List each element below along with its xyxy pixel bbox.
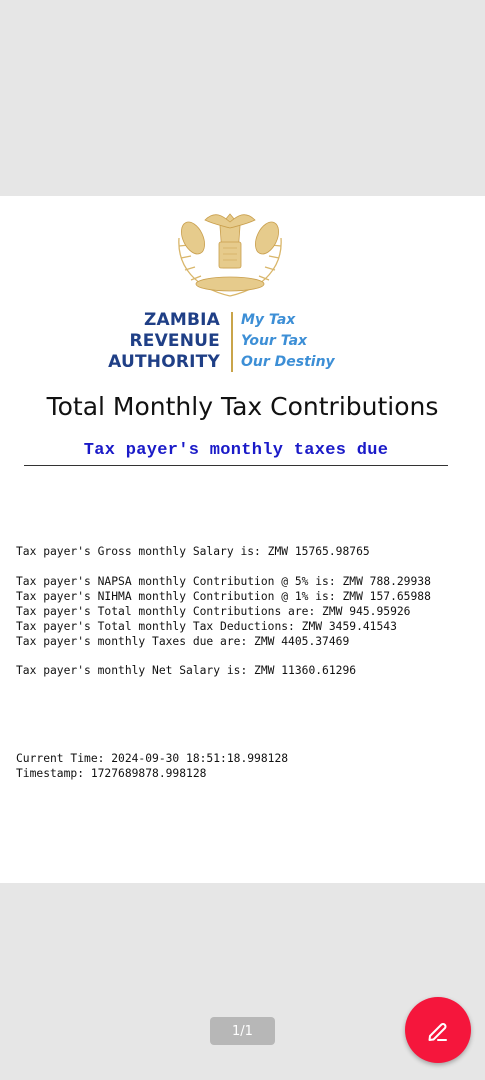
nihma-contribution-line: Tax payer's NIHMA monthly Contribution @… [16, 590, 431, 603]
logo-divider [231, 312, 233, 372]
document-title: Total Monthly Tax Contributions [46, 392, 439, 421]
net-salary-line: Tax payer's monthly Net Salary is: ZMW 1… [16, 664, 357, 677]
org-motto: My Tax Your Tax Our Destiny [241, 312, 335, 370]
gross-salary-line: Tax payer's Gross monthly Salary is: ZMW… [16, 545, 370, 558]
page-indicator: 1/1 [210, 1017, 275, 1045]
taxes-due-line: Tax payer's monthly Taxes due are: ZMW 4… [16, 635, 350, 648]
current-time-line: Current Time: 2024-09-30 18:51:18.998128 [16, 752, 289, 765]
coat-of-arms-emblem [178, 213, 282, 297]
document-page: ZAMBIA REVENUE AUTHORITY My Tax Your Tax… [0, 196, 485, 883]
edit-pen-icon [428, 1023, 447, 1041]
document-subtitle: Tax payer's monthly taxes due [83, 441, 389, 460]
subtitle-underline [24, 465, 448, 466]
org-name: ZAMBIA REVENUE AUTHORITY [108, 310, 220, 372]
total-deductions-line: Tax payer's Total monthly Tax Deductions… [16, 620, 397, 633]
zra-logo: ZAMBIA REVENUE AUTHORITY My Tax Your Tax… [100, 208, 340, 372]
napsa-contribution-line: Tax payer's NAPSA monthly Contribution @… [16, 575, 431, 588]
edit-fab-button[interactable] [405, 997, 471, 1063]
total-contributions-line: Tax payer's Total monthly Contributions … [16, 605, 411, 618]
timestamp-line: Timestamp: 1727689878.998128 [16, 767, 207, 780]
